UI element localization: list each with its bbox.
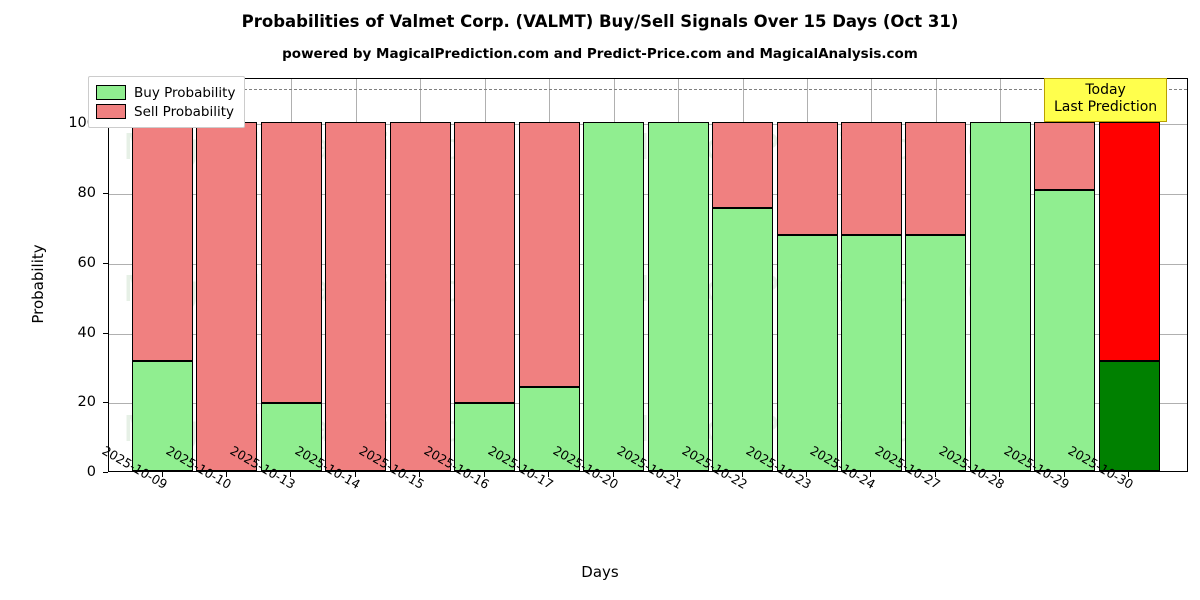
bar-segment-buy[interactable] — [776, 234, 838, 471]
bar-segment-sell[interactable] — [454, 122, 516, 404]
today-label-line2: Last Prediction — [1054, 99, 1158, 115]
legend-label-sell: Sell Probability — [134, 103, 235, 120]
bar-segment-sell[interactable] — [1034, 122, 1096, 190]
bar-segment-buy[interactable] — [905, 234, 967, 471]
legend-item-buy[interactable]: Buy Probability — [96, 83, 235, 102]
chart-subtitle: powered by MagicalPrediction.com and Pre… — [282, 46, 918, 62]
x-axis-title: Days — [581, 563, 619, 581]
bar-group[interactable] — [196, 79, 258, 471]
x-tick-mark — [999, 472, 1001, 477]
bar-group[interactable] — [776, 79, 838, 471]
y-tick-label: 100 — [68, 115, 96, 132]
bar-segment-sell[interactable] — [389, 122, 451, 471]
x-tick-mark — [806, 472, 807, 477]
legend-item-sell[interactable]: Sell Probability — [96, 102, 235, 121]
bar-group[interactable] — [969, 79, 1031, 471]
x-tick-mark — [290, 472, 292, 477]
x-tick-mark — [870, 472, 872, 477]
bar-segment-buy[interactable] — [1098, 360, 1160, 471]
bar-group[interactable] — [389, 79, 451, 471]
bar-segment-buy[interactable] — [583, 122, 645, 471]
bar-group[interactable] — [325, 79, 387, 471]
bar-group[interactable] — [260, 79, 322, 471]
bar-segment-sell[interactable] — [518, 122, 580, 388]
x-tick-mark — [612, 472, 614, 477]
legend-label-buy: Buy Probability — [134, 84, 236, 101]
chart-legend: Buy Probability Sell Probability — [88, 76, 246, 128]
x-tick-mark — [1063, 472, 1065, 477]
bar-segment-buy[interactable] — [132, 360, 193, 471]
bar-segment-sell[interactable] — [712, 122, 774, 208]
bar-segment-sell[interactable] — [776, 122, 838, 235]
bar-segment-sell[interactable] — [132, 122, 193, 361]
legend-swatch-buy — [96, 85, 126, 100]
bar-segment-buy[interactable] — [969, 122, 1031, 471]
bar-segment-sell[interactable] — [1098, 122, 1160, 361]
x-tick-mark — [419, 472, 421, 477]
y-tick-label: 20 — [77, 394, 96, 411]
bar-segment-buy[interactable] — [260, 403, 322, 471]
x-tick-mark — [677, 472, 679, 477]
legend-swatch-sell — [96, 104, 126, 119]
bar-group[interactable] — [518, 79, 580, 471]
y-tick-label: 60 — [77, 254, 96, 271]
plot-area: MagicalAnalysis.comMagicalPrediction.com… — [108, 78, 1188, 472]
bar-segment-buy[interactable] — [712, 207, 774, 471]
y-axis-title: Probability — [29, 244, 47, 324]
bar-segment-sell[interactable] — [905, 122, 967, 235]
bar-segment-buy[interactable] — [518, 387, 580, 471]
x-tick-mark — [934, 472, 936, 477]
x-tick-mark — [741, 472, 743, 477]
x-tick-mark — [483, 472, 485, 477]
bar-group[interactable] — [132, 79, 193, 471]
bar-group[interactable] — [647, 79, 709, 471]
bar-segment-buy[interactable] — [840, 234, 902, 471]
x-tick-mark — [161, 472, 163, 477]
bar-group[interactable] — [905, 79, 967, 471]
bar-group[interactable] — [840, 79, 902, 471]
bar-group[interactable] — [1098, 79, 1160, 471]
bar-segment-buy[interactable] — [647, 122, 709, 471]
x-tick-mark — [548, 472, 550, 477]
y-tick-mark — [103, 332, 108, 334]
today-annotation: Today Last Prediction — [1044, 78, 1168, 122]
y-tick-mark — [103, 402, 108, 404]
y-tick-mark — [103, 262, 108, 264]
chart-title: Probabilities of Valmet Corp. (VALMT) Bu… — [241, 12, 959, 31]
bar-segment-sell[interactable] — [260, 122, 322, 404]
bar-group[interactable] — [583, 79, 645, 471]
bar-segment-sell[interactable] — [196, 122, 258, 471]
bar-group[interactable] — [712, 79, 774, 471]
reference-line — [109, 89, 1187, 91]
x-tick-mark — [1128, 472, 1130, 477]
bar-group[interactable] — [454, 79, 516, 471]
bar-segment-sell[interactable] — [325, 122, 387, 471]
y-tick-mark — [103, 472, 108, 473]
x-tick-mark — [354, 472, 356, 477]
bar-segment-buy[interactable] — [1034, 189, 1096, 471]
bar-segment-buy[interactable] — [454, 403, 516, 471]
y-tick-label: 40 — [77, 324, 96, 341]
x-tick-mark — [225, 472, 227, 477]
bar-group[interactable] — [1034, 79, 1096, 471]
y-tick-label: 80 — [77, 185, 96, 202]
today-label-line1: Today — [1085, 82, 1126, 98]
y-tick-mark — [103, 193, 108, 195]
bar-segment-sell[interactable] — [840, 122, 902, 235]
y-tick-label: 0 — [86, 464, 96, 480]
